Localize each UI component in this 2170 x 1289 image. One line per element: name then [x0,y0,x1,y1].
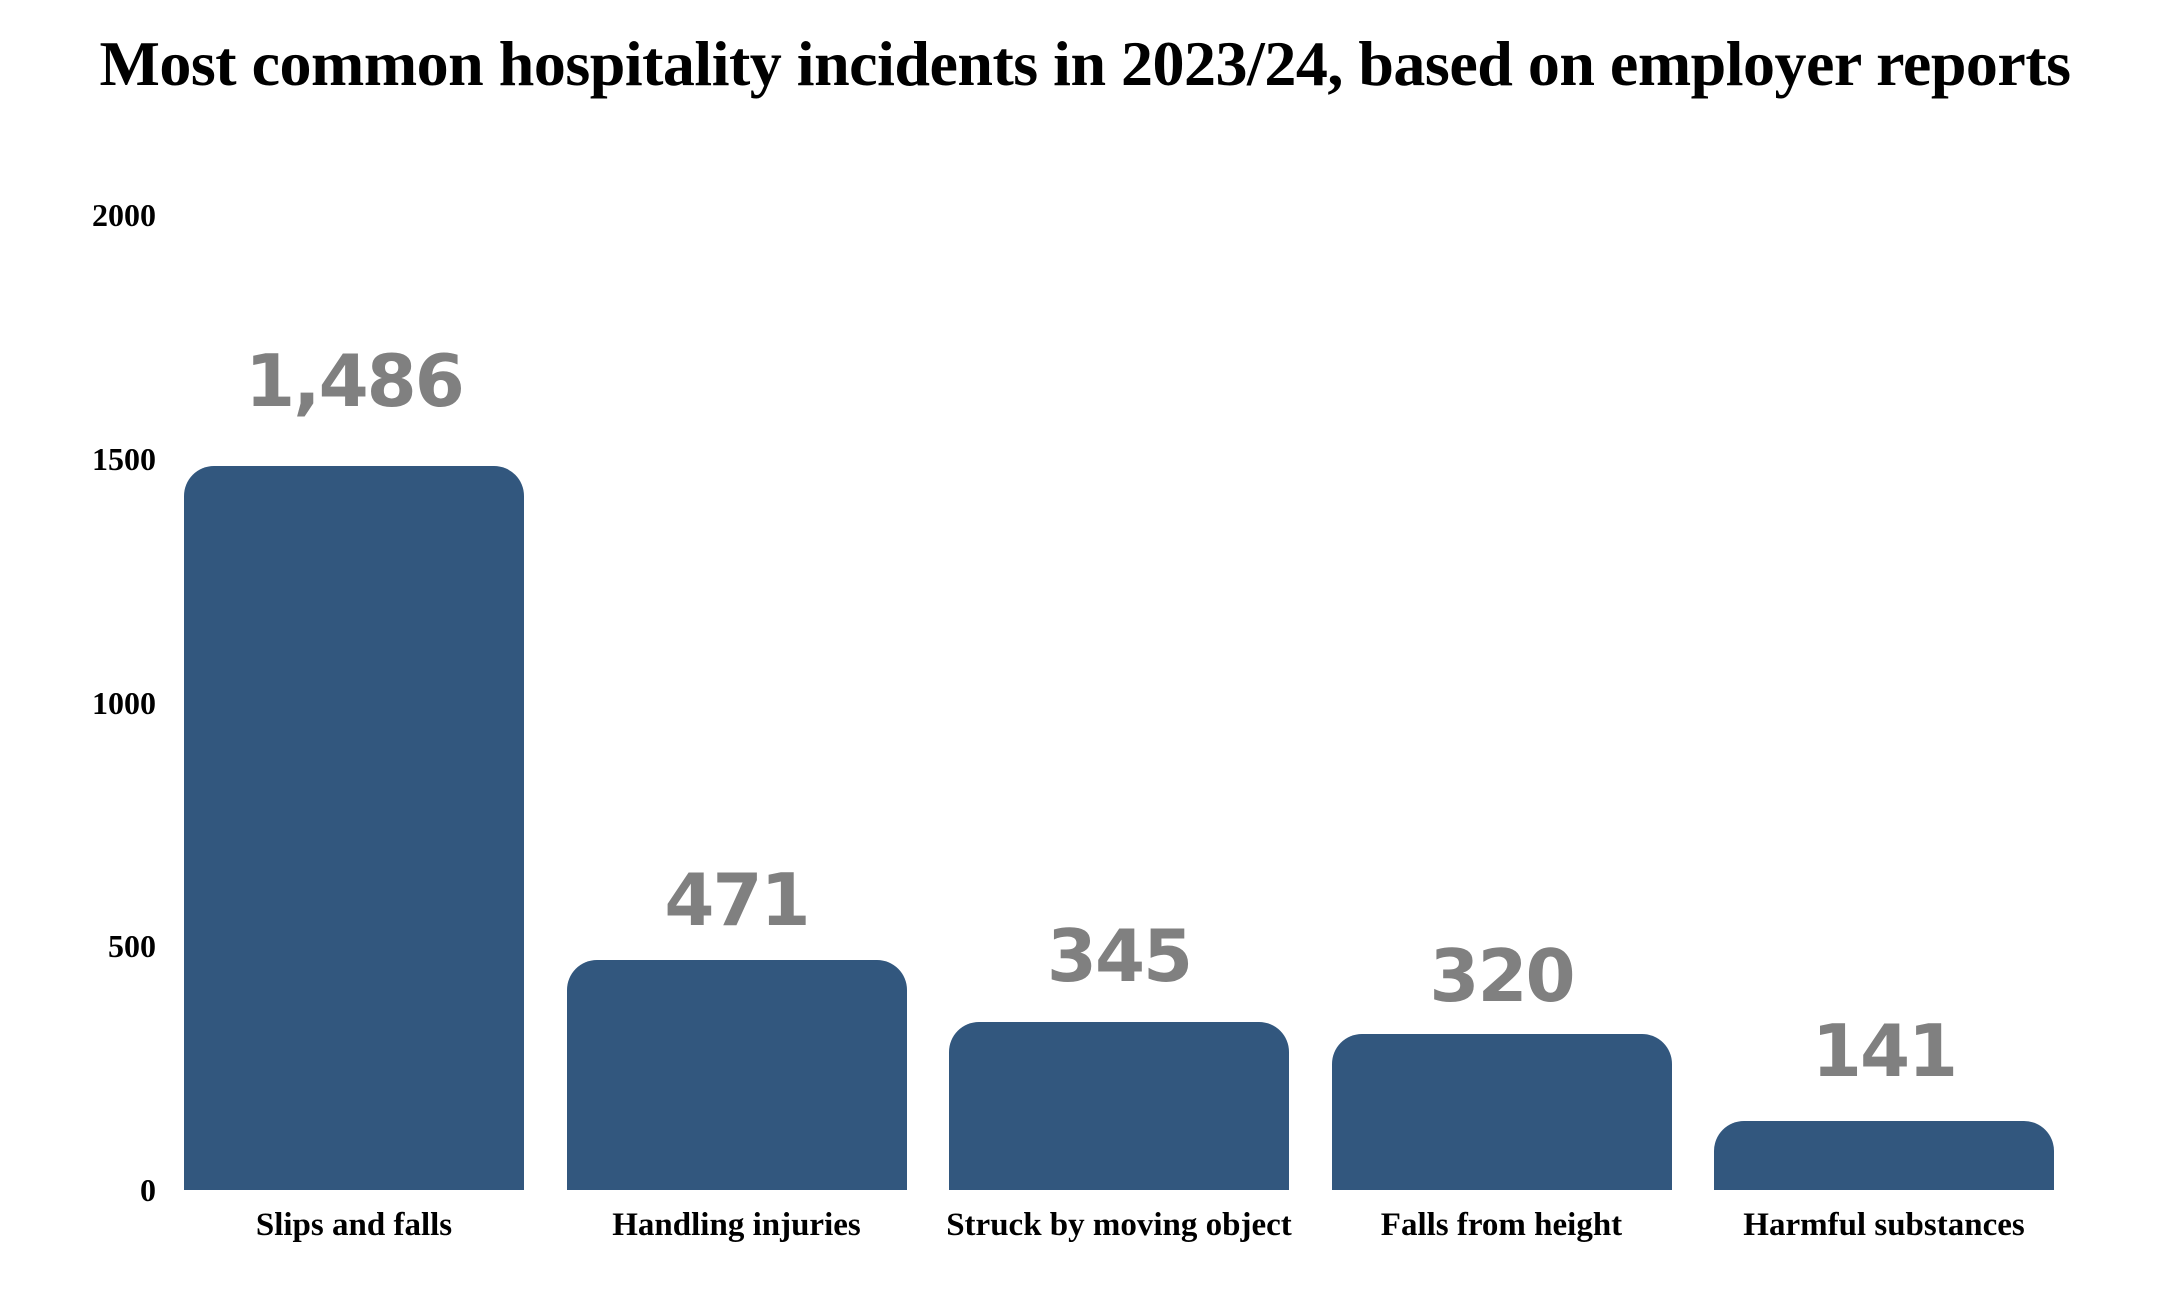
value-label: 471 [664,858,810,943]
value-label: 345 [1046,913,1193,998]
value-label: 141 [1811,1009,1958,1094]
x-category-label: Falls from height [1380,1207,1623,1243]
y-tick-label: 1000 [92,684,156,721]
y-tick-label: 0 [140,1172,156,1208]
x-category-label: Struck by moving object [946,1207,1292,1243]
bar-struck-by-moving-object [949,1021,1289,1190]
y-tick-label: 1500 [92,440,156,477]
y-tick-label: 500 [108,928,156,965]
x-category-label: Handling injuries [612,1207,861,1243]
value-label: 320 [1429,934,1575,1018]
value-label: 1,486 [245,338,465,423]
bar-harmful-substances [1714,1121,2054,1190]
bar-handling-injuries [566,960,907,1190]
x-category-label: Harmful substances [1743,1207,2025,1243]
chart-title: Most common hospitality incidents in 202… [99,28,2071,99]
bar-slips-and-falls [184,465,524,1190]
x-category-label: Slips and falls [255,1207,453,1243]
bar-falls-from-height [1331,1034,1672,1190]
y-tick-label: 2000 [92,197,156,233]
